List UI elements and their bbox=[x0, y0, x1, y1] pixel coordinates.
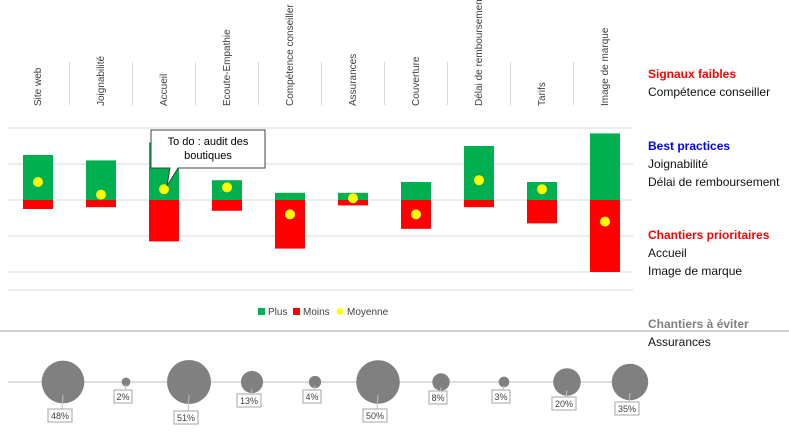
callout-box bbox=[150, 129, 266, 187]
bubble-label-box bbox=[551, 396, 577, 411]
bar-moins bbox=[86, 200, 116, 208]
average-dots bbox=[33, 175, 610, 227]
side-item: Accueil bbox=[648, 246, 687, 260]
bubble bbox=[432, 373, 450, 391]
bar-plus bbox=[590, 133, 620, 200]
bubble-label: 35% bbox=[618, 404, 636, 414]
side-section-eviter: Chantiers à éviter Assurances bbox=[648, 315, 749, 351]
average-dot bbox=[474, 175, 484, 186]
bubble-leader bbox=[628, 392, 631, 404]
bubble-label-box bbox=[302, 389, 322, 404]
side-heading-eviter: Chantiers à éviter bbox=[648, 317, 749, 331]
side-section-signaux: Signaux faibles Compétence conseiller bbox=[648, 65, 770, 101]
category-label: Joignabilité bbox=[96, 56, 107, 106]
bubble-label-box bbox=[173, 410, 199, 425]
bar-moins bbox=[527, 200, 557, 224]
side-heading-best: Best practices bbox=[648, 139, 731, 153]
side-item: Délai de remboursement bbox=[648, 175, 780, 189]
category-label: Image de marque bbox=[600, 27, 611, 106]
average-dot bbox=[411, 209, 421, 220]
bubble-label-box bbox=[47, 408, 73, 423]
bubble-label-box bbox=[236, 393, 262, 408]
average-dot bbox=[285, 209, 295, 220]
legend-swatch-moins bbox=[293, 308, 300, 315]
bubbles: 48% 2% 51% 13% 4% 50% 8% 3% 20% 35% bbox=[41, 360, 649, 425]
callout: To do : audit des boutiques bbox=[150, 129, 266, 187]
bubble-label: 20% bbox=[555, 399, 573, 409]
category-label: Compétence conseiller bbox=[285, 4, 296, 106]
bar-plus bbox=[275, 192, 305, 200]
average-dot bbox=[159, 184, 169, 195]
bubble-label: 48% bbox=[51, 411, 69, 421]
legend-label-moins: Moins bbox=[303, 307, 330, 318]
side-item: Assurances bbox=[648, 335, 711, 349]
side-item: Compétence conseiller bbox=[648, 85, 771, 99]
average-dot bbox=[537, 184, 547, 195]
category-label: Tarifs bbox=[537, 82, 548, 106]
category-labels: Site web Joignabilité Accueil Ecoute-Empath… bbox=[33, 0, 611, 106]
category-label: Site web bbox=[33, 67, 44, 106]
bubble-label: 8% bbox=[431, 393, 444, 403]
legend-label-plus: Plus bbox=[268, 307, 287, 318]
bubble-leader bbox=[187, 395, 190, 413]
side-heading-chantiers: Chantiers prioritaires bbox=[648, 228, 770, 242]
bubble-leader bbox=[376, 395, 379, 411]
bar-plus bbox=[401, 182, 431, 200]
callout-text: To do : audit des boutiques bbox=[168, 136, 249, 162]
bubble bbox=[308, 375, 322, 389]
average-dot bbox=[222, 182, 232, 193]
side-section-chantiers: Chantiers prioritaires Accueil Image de … bbox=[648, 226, 769, 280]
legend: Plus Moins Moyenne bbox=[258, 307, 389, 318]
bubble bbox=[356, 360, 400, 404]
bubble bbox=[553, 368, 581, 396]
category-label: Accueil bbox=[159, 74, 170, 106]
average-dot bbox=[600, 216, 610, 227]
bar-moins bbox=[23, 200, 53, 209]
category-label: Couverture bbox=[411, 56, 422, 106]
side-item: Joignabilité bbox=[648, 157, 709, 171]
legend-swatch-plus bbox=[258, 308, 265, 315]
bubble bbox=[41, 360, 85, 404]
bubble bbox=[611, 363, 649, 401]
bubble-label: 4% bbox=[305, 392, 318, 402]
category-label: Délai de remboursement bbox=[474, 0, 485, 106]
bar-moins bbox=[590, 200, 620, 272]
average-dot bbox=[348, 193, 358, 204]
category-label: Assurances bbox=[348, 54, 359, 106]
bubble-label-box bbox=[491, 389, 511, 404]
category-label: Ecoute-Empathie bbox=[222, 29, 233, 106]
bubble-label: 51% bbox=[177, 413, 195, 423]
average-dot bbox=[33, 177, 43, 187]
bubble-label: 2% bbox=[116, 392, 129, 402]
bubble bbox=[498, 376, 510, 388]
average-dot bbox=[96, 189, 106, 200]
bubble-label-box bbox=[614, 401, 640, 416]
bubble-label: 3% bbox=[494, 392, 507, 402]
bubble bbox=[167, 360, 211, 404]
side-heading-signaux: Signaux faibles bbox=[648, 67, 737, 81]
side-item: Image de marque bbox=[648, 264, 743, 278]
bubble-label-box bbox=[428, 390, 448, 405]
legend-label-moyenne: Moyenne bbox=[347, 307, 389, 318]
bubble-label-box bbox=[362, 408, 388, 423]
legend-swatch-moyenne bbox=[336, 308, 344, 315]
bar-moins bbox=[212, 200, 242, 211]
bar-moins bbox=[464, 200, 494, 208]
bar-moins bbox=[275, 200, 305, 249]
bubble-leader bbox=[61, 394, 64, 411]
bubble-label: 50% bbox=[366, 411, 384, 421]
bubble-label-box bbox=[113, 389, 133, 404]
bar-moins bbox=[149, 200, 179, 242]
bars bbox=[23, 133, 620, 272]
bubble bbox=[121, 377, 131, 387]
bubble bbox=[240, 370, 264, 394]
bubble-label: 13% bbox=[240, 396, 258, 406]
bar-plus bbox=[464, 146, 494, 200]
side-section-best: Best practices Joignabilité Délai de rem… bbox=[648, 137, 779, 191]
